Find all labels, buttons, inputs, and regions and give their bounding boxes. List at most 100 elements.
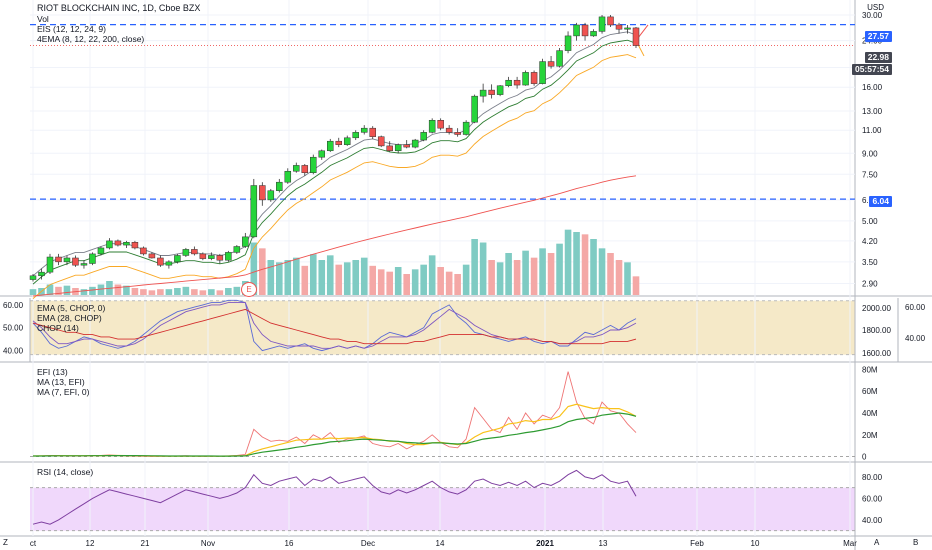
- candle-body: [352, 132, 359, 139]
- chop-right-tick-label: 1600.00: [862, 349, 891, 358]
- volume-bar: [182, 286, 190, 295]
- candle: [556, 48, 563, 68]
- price-tick-label: 3.50: [862, 258, 878, 267]
- candle-body: [496, 85, 504, 95]
- candle-body: [182, 249, 190, 256]
- candle: [581, 22, 589, 41]
- candle: [233, 245, 241, 254]
- volume-bars: [29, 229, 640, 295]
- volume-bar: [301, 265, 309, 295]
- timezone-button[interactable]: Z: [3, 538, 8, 547]
- candle: [114, 239, 122, 247]
- volume-bar: [369, 265, 377, 295]
- time-axis-label: 10: [751, 539, 760, 548]
- candle-body: [369, 127, 376, 137]
- vol-legend[interactable]: Vol: [37, 14, 49, 24]
- efi-ma7-legend[interactable]: MA (7, EFI, 0): [37, 387, 90, 397]
- candle: [46, 253, 54, 274]
- auto-scale-button[interactable]: A: [874, 538, 880, 547]
- volume-bar: [462, 264, 470, 295]
- volume-bar: [191, 289, 198, 295]
- candle-body: [106, 240, 113, 249]
- candle: [488, 84, 495, 99]
- log-scale-button[interactable]: B: [913, 538, 919, 547]
- efi-tick-label: 80M: [862, 365, 878, 374]
- candle: [38, 268, 45, 280]
- level-high-badge: 27.57: [864, 31, 892, 42]
- volume-bar: [403, 274, 410, 295]
- candle-body: [615, 24, 623, 30]
- efi-ma13-legend[interactable]: MA (13, EFI): [37, 377, 85, 387]
- candle-body: [394, 144, 402, 152]
- candle-body: [513, 79, 521, 86]
- rsi-line: [32, 469, 637, 525]
- candle-body: [267, 190, 275, 201]
- candle: [454, 128, 461, 137]
- volume-bar: [89, 286, 96, 295]
- volume-bar: [522, 250, 529, 295]
- candle-body: [386, 145, 393, 152]
- chop-legend[interactable]: CHOP (14): [37, 323, 79, 333]
- chop-ema28-legend[interactable]: EMA (28, CHOP): [37, 313, 102, 323]
- candle-body: [454, 132, 461, 135]
- volume-bar: [539, 248, 546, 295]
- rsi-legend[interactable]: RSI (14, close): [37, 467, 94, 477]
- volume-bar: [581, 234, 589, 295]
- volume-bar: [547, 253, 555, 295]
- volume-bar: [165, 289, 173, 295]
- candle: [411, 138, 419, 149]
- price-tick-label: 16.00: [862, 83, 883, 92]
- chop-left-tick-label: 60.00: [3, 301, 24, 310]
- candle-body: [310, 156, 317, 173]
- volume-bar: [46, 284, 54, 295]
- volume-bar: [114, 284, 122, 295]
- eis-legend[interactable]: EIS (12, 12, 24, 9): [37, 24, 106, 34]
- volume-bar: [632, 276, 640, 295]
- candle: [462, 120, 470, 136]
- candle: [360, 125, 368, 135]
- efi-tick-label: 20M: [862, 431, 878, 440]
- volume-bar: [624, 262, 631, 295]
- candle: [573, 22, 580, 41]
- candle: [352, 130, 359, 141]
- volume-bar: [225, 288, 232, 295]
- chop-far-right-tick-label: 40.00: [905, 334, 926, 343]
- volume-bar: [80, 289, 88, 295]
- volume-bar: [445, 271, 453, 295]
- chop-right-tick-label: 2000.00: [862, 304, 891, 313]
- candle: [386, 141, 393, 153]
- candle: [522, 70, 529, 86]
- time-axis-label: Dec: [361, 539, 375, 548]
- candle: [598, 14, 606, 34]
- candle-body: [607, 16, 614, 26]
- efi-ma7-line: [32, 403, 637, 457]
- volume-bar: [505, 253, 512, 295]
- candle-body: [335, 140, 342, 145]
- candle-body: [462, 121, 470, 135]
- candle-body: [199, 253, 207, 259]
- candle-body: [360, 127, 368, 133]
- candle: [225, 250, 232, 262]
- volume-bar: [513, 260, 521, 295]
- candle-body: [55, 256, 62, 263]
- earnings-marker[interactable]: E: [241, 282, 257, 297]
- chop-ema5-legend[interactable]: EMA (5, CHOP, 0): [37, 303, 106, 313]
- efi-legend[interactable]: EFI (13): [37, 367, 68, 377]
- candle: [208, 252, 215, 261]
- candle: [369, 126, 376, 139]
- volume-bar: [284, 260, 292, 295]
- time-axis-label: 14: [436, 539, 445, 548]
- volume-bar: [496, 262, 504, 295]
- price-tick-label: 9.00: [862, 149, 878, 158]
- ema4-legend[interactable]: 4EMA (8, 12, 22, 200, close): [37, 34, 145, 44]
- candle: [80, 260, 88, 269]
- volume-bar: [377, 269, 385, 295]
- candle-body: [165, 261, 173, 266]
- efi-tick-label: 60M: [862, 387, 878, 396]
- candle: [437, 118, 444, 131]
- candle-body: [581, 24, 589, 37]
- candle: [259, 182, 266, 206]
- chart-title: RIOT BLOCKCHAIN INC, 1D, Cboe BZX: [37, 3, 201, 13]
- candle: [624, 24, 631, 34]
